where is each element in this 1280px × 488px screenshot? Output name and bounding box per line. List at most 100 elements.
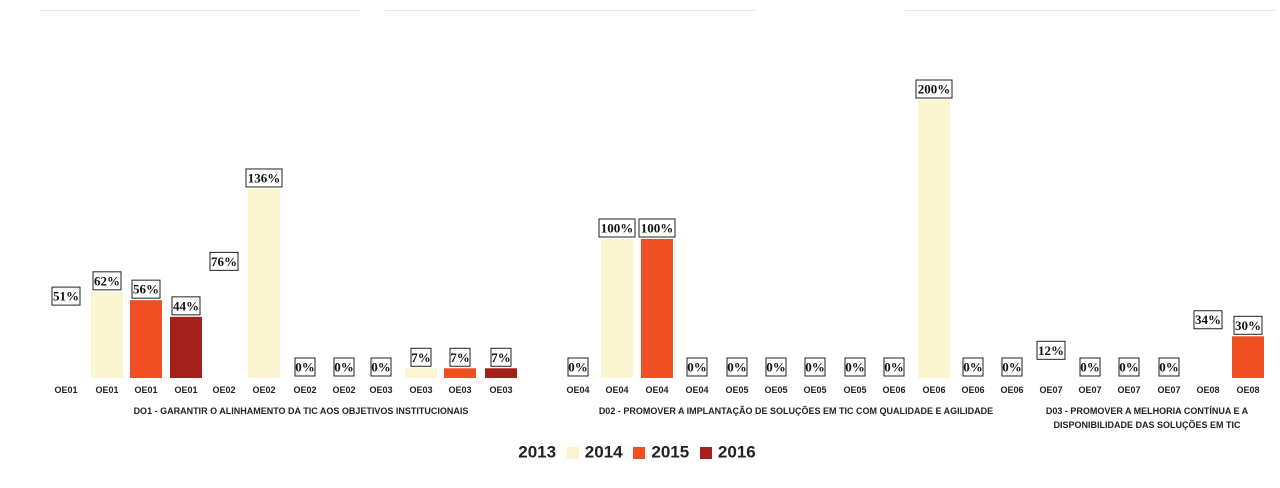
bar-oe07-2013 xyxy=(1035,361,1067,378)
category-label: OE02 xyxy=(293,385,316,395)
category-label: OE01 xyxy=(54,385,77,395)
data-label: 0% xyxy=(1080,360,1100,375)
data-label-box xyxy=(131,279,161,299)
category-label: OE07 xyxy=(1039,385,1062,395)
category-label: OE06 xyxy=(922,385,945,395)
category-label: OE04 xyxy=(566,385,589,395)
data-label-box xyxy=(883,357,905,377)
data-label: 30% xyxy=(1235,318,1261,333)
group-label: D03 - PROMOVER A MELHORIA CONTÍNUA E A xyxy=(1046,406,1249,416)
group-label: DO1 - GARANTIR O ALINHAMENTO DA TIC AOS … xyxy=(134,406,469,416)
bar-oe04-2014 xyxy=(601,239,633,378)
data-label-box xyxy=(1001,357,1023,377)
legend-label-2014: 2014 xyxy=(584,442,623,462)
category-label: OE06 xyxy=(961,385,984,395)
category-label: OE07 xyxy=(1157,385,1180,395)
data-label-box xyxy=(410,347,432,367)
data-label-box xyxy=(638,218,676,238)
data-label-box xyxy=(370,357,392,377)
data-label-box xyxy=(92,271,122,291)
top-rule-left xyxy=(40,10,360,11)
data-label: 0% xyxy=(1002,360,1022,375)
category-label: OE07 xyxy=(1078,385,1101,395)
data-label-box xyxy=(490,347,512,367)
bar-oe03-2015 xyxy=(444,368,476,378)
data-label: 12% xyxy=(1038,343,1064,358)
data-label: 7% xyxy=(450,350,470,365)
data-label-box xyxy=(1193,310,1223,330)
data-label: 0% xyxy=(334,360,354,375)
data-label-box xyxy=(1158,357,1180,377)
category-label: OE07 xyxy=(1117,385,1140,395)
bar-oe08-2013 xyxy=(1192,330,1224,378)
category-label: OE04 xyxy=(685,385,708,395)
data-label: 0% xyxy=(568,360,588,375)
category-label: OE06 xyxy=(882,385,905,395)
data-label: 100% xyxy=(601,221,634,236)
data-label-box xyxy=(333,357,355,377)
legend-swatch-2014 xyxy=(566,446,579,459)
top-rule-mid xyxy=(385,10,755,11)
data-label: 0% xyxy=(845,360,865,375)
bar-oe03-2016 xyxy=(485,368,517,378)
category-label: OE04 xyxy=(645,385,668,395)
bar-oe04-2015 xyxy=(641,239,673,378)
data-label-box xyxy=(962,357,984,377)
bar-oe01-2016 xyxy=(170,316,202,378)
category-label: OE03 xyxy=(409,385,432,395)
category-label: OE02 xyxy=(212,385,235,395)
data-label-box xyxy=(294,357,316,377)
data-label: 0% xyxy=(1159,360,1179,375)
group-label: D02 - PROMOVER A IMPLANTAÇÃO DE SOLUÇÕES… xyxy=(599,406,993,416)
data-label: 0% xyxy=(884,360,904,375)
data-label: 34% xyxy=(1195,312,1221,327)
data-label: 76% xyxy=(211,254,237,269)
data-label-box xyxy=(1036,340,1066,360)
category-label: OE05 xyxy=(764,385,787,395)
data-label: 136% xyxy=(248,170,281,185)
legend-label-2016: 2016 xyxy=(717,442,756,462)
category-label: OE02 xyxy=(332,385,355,395)
bar-oe01-2015 xyxy=(130,300,162,378)
data-label: 51% xyxy=(53,289,79,304)
bar-oe01-2014 xyxy=(91,291,123,378)
bar-oe01-2013 xyxy=(50,307,82,378)
data-label: 0% xyxy=(766,360,786,375)
category-label: OE01 xyxy=(134,385,157,395)
data-label: 0% xyxy=(1119,360,1139,375)
legend-swatch-2015 xyxy=(633,446,646,459)
bar-oe03-2014 xyxy=(405,368,437,378)
data-label: 0% xyxy=(805,360,825,375)
category-label: OE08 xyxy=(1196,385,1219,395)
bar-oe06-2014 xyxy=(918,100,950,378)
category-label: OE08 xyxy=(1236,385,1259,395)
data-label: 7% xyxy=(411,350,431,365)
data-label-box xyxy=(567,357,589,377)
data-label-box xyxy=(765,357,787,377)
category-label: OE05 xyxy=(725,385,748,395)
data-label-box xyxy=(726,357,748,377)
data-label-box xyxy=(844,357,866,377)
data-label-box xyxy=(598,218,636,238)
data-label-box xyxy=(804,357,826,377)
legend-item-2015: 2015 xyxy=(633,442,689,463)
data-label: 100% xyxy=(641,221,674,236)
data-label-box xyxy=(51,286,81,306)
data-label-box xyxy=(1079,357,1101,377)
category-label: OE02 xyxy=(252,385,275,395)
top-rule-right xyxy=(905,10,1275,11)
bar-oe02-2014 xyxy=(248,188,280,378)
bar-oe08-2015 xyxy=(1232,336,1264,378)
data-label: 0% xyxy=(963,360,983,375)
legend-label-2015: 2015 xyxy=(651,442,690,462)
category-label: OE01 xyxy=(95,385,118,395)
category-label: OE01 xyxy=(174,385,197,395)
data-label: 56% xyxy=(133,282,159,297)
legend-item-2013: 2013 xyxy=(518,442,556,463)
data-label: 0% xyxy=(295,360,315,375)
data-label-box xyxy=(449,347,471,367)
category-label: OE03 xyxy=(369,385,392,395)
group-label: DISPONIBILIDADE DAS SOLUÇÕES EM TIC xyxy=(1053,420,1241,430)
category-label: OE03 xyxy=(489,385,512,395)
